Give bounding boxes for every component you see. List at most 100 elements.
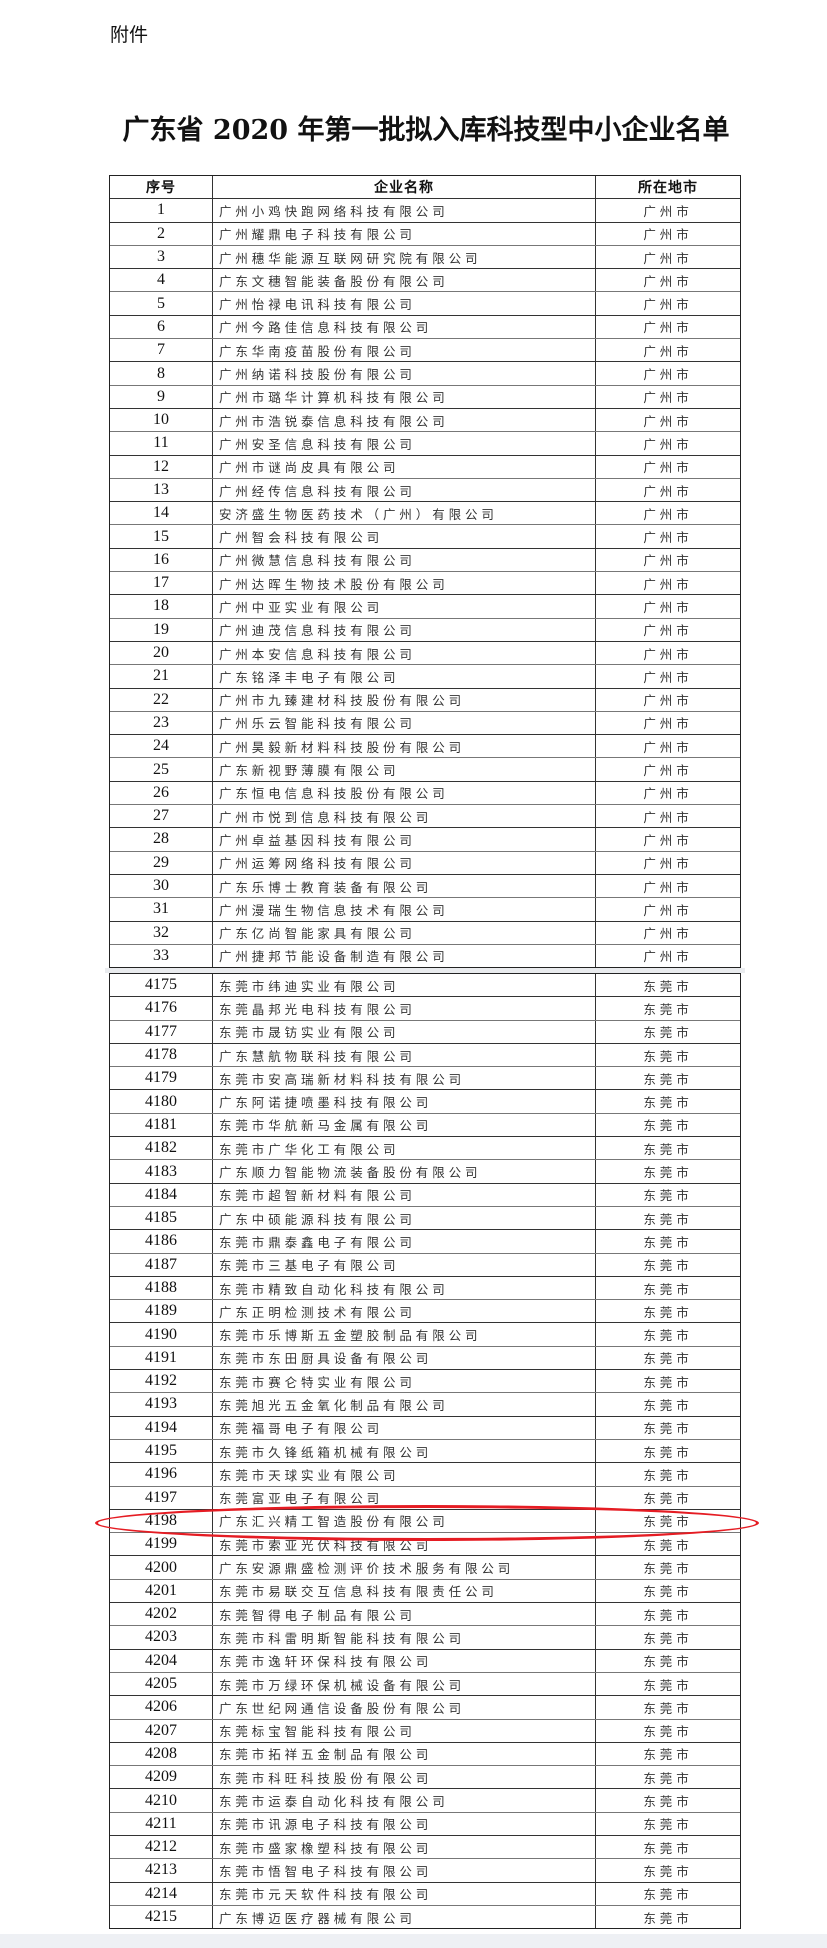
city: 东莞市	[643, 1397, 693, 1413]
city: 广州市	[643, 203, 693, 219]
row-number: 24	[110, 735, 213, 758]
row-number: 5	[110, 292, 213, 315]
row-number: 4188	[110, 1276, 213, 1300]
row-number: 4183	[110, 1160, 213, 1183]
table-row: 15 广州智会科技有限公司 广州市	[110, 525, 740, 549]
row-number: 13	[110, 478, 213, 502]
table-row: 4178 广东慧航物联科技有限公司 东莞市	[110, 1043, 740, 1068]
city: 广州市	[643, 716, 693, 732]
table-row: 13 广州经传信息科技有限公司 广州市	[110, 478, 740, 503]
company-name: 东莞市盛家橡塑科技有限公司	[213, 1835, 596, 1859]
row-number: 29	[110, 851, 213, 874]
company-name: 广东新视野薄膜有限公司	[213, 758, 596, 781]
table-row: 4183 广东顺力智能物流装备股份有限公司 东莞市	[110, 1160, 740, 1184]
row-number: 4208	[110, 1742, 213, 1766]
table-row: 24 广州昊毅新材料科技股份有限公司 广州市	[110, 735, 740, 759]
row-number: 4213	[110, 1859, 213, 1882]
table-row: 4194 东莞福哥电子有限公司 东莞市	[110, 1416, 740, 1440]
company-name: 广州卓益基因科技有限公司	[213, 828, 596, 851]
row-number: 17	[110, 572, 213, 595]
row-number: 3	[110, 245, 213, 269]
row-number: 18	[110, 595, 213, 618]
city: 广州市	[643, 926, 693, 942]
city: 东莞市	[643, 1118, 693, 1134]
city: 广州市	[643, 902, 693, 918]
company-name: 东莞市广华化工有限公司	[213, 1137, 596, 1160]
table-row: 4203 东莞市科雷明斯智能科技有限公司 东莞市	[110, 1626, 740, 1650]
row-number: 22	[110, 688, 213, 711]
table-row: 4209 东莞市科旺科技股份有限公司 东莞市	[110, 1766, 740, 1790]
row-number: 16	[110, 548, 213, 572]
table-row: 4197 东莞富亚电子有限公司 东莞市	[110, 1486, 740, 1510]
city: 东莞市	[643, 1654, 693, 1670]
table-row: 4213 东莞市悟智电子科技有限公司 东莞市	[110, 1859, 740, 1883]
table-row: 4190 东莞市乐博斯五金塑胶制品有限公司 东莞市	[110, 1323, 740, 1347]
company-name: 广州智会科技有限公司	[213, 525, 596, 548]
document-title: 广东省 2020 年第一批拟入库科技型中小企业名单	[122, 115, 730, 146]
city: 广州市	[643, 530, 693, 546]
row-number: 6	[110, 315, 213, 339]
company-name: 东莞旭光五金氧化制品有限公司	[213, 1393, 596, 1416]
city: 广州市	[643, 786, 693, 802]
row-number: 15	[110, 525, 213, 548]
table-row: 4175 东莞市纬迪实业有限公司 东莞市	[110, 974, 740, 998]
table-row: 4196 东莞市天球实业有限公司 东莞市	[110, 1463, 740, 1487]
city: 东莞市	[643, 1840, 693, 1856]
city: 广州市	[643, 436, 693, 452]
company-name: 东莞市科雷明斯智能科技有限公司	[213, 1626, 596, 1649]
row-number: 4176	[110, 997, 213, 1020]
table-row: 4205 东莞市万绿环保机械设备有限公司 东莞市	[110, 1672, 740, 1697]
company-name: 东莞福哥电子有限公司	[213, 1416, 596, 1439]
city: 广州市	[643, 623, 693, 639]
row-number: 4210	[110, 1789, 213, 1812]
city: 东莞市	[643, 1328, 693, 1344]
city: 广州市	[643, 273, 693, 289]
city: 广州市	[643, 856, 693, 872]
row-number: 4209	[110, 1766, 213, 1789]
company-name: 安济盛生物医药技术（广州）有限公司	[213, 502, 596, 525]
row-number: 4191	[110, 1346, 213, 1370]
table-row: 21 广东铭泽丰电子有限公司 广州市	[110, 665, 740, 689]
city: 东莞市	[643, 1514, 693, 1530]
city: 东莞市	[643, 1770, 693, 1786]
city: 广州市	[643, 949, 693, 965]
table-row: 4201 东莞市易联交互信息科技有限责任公司 东莞市	[110, 1579, 740, 1604]
table-row: 4214 东莞市元天软件科技有限公司 东莞市	[110, 1882, 740, 1906]
company-name: 东莞晶邦光电科技有限公司	[213, 997, 596, 1020]
company-name: 广州今路佳信息科技有限公司	[213, 315, 596, 339]
city: 东莞市	[643, 1234, 693, 1250]
city: 广州市	[643, 809, 693, 825]
company-name: 广州达晖生物技术股份有限公司	[213, 572, 596, 595]
city: 广州市	[643, 553, 693, 569]
table-row: 20 广州本安信息科技有限公司 广州市	[110, 641, 740, 666]
company-name: 广东阿诺捷喷墨科技有限公司	[213, 1090, 596, 1113]
company-name: 东莞市赛仑特实业有限公司	[213, 1370, 596, 1393]
header-city: 所在地市	[638, 180, 698, 197]
company-name: 广州市谜尚皮具有限公司	[213, 455, 596, 478]
table-row: 17 广州达晖生物技术股份有限公司 广州市	[110, 572, 740, 596]
table-row: 4206 广东世纪网通信设备股份有限公司 东莞市	[110, 1696, 740, 1720]
city: 东莞市	[643, 1537, 693, 1553]
row-number: 23	[110, 711, 213, 735]
row-number: 31	[110, 898, 213, 921]
company-name: 东莞市超智新材料有限公司	[213, 1183, 596, 1206]
company-name: 东莞市鼎泰鑫电子有限公司	[213, 1230, 596, 1253]
company-name: 东莞市东田厨具设备有限公司	[213, 1346, 596, 1370]
city: 广州市	[643, 297, 693, 313]
row-number: 4	[110, 269, 213, 292]
header-no: 序号	[110, 176, 213, 199]
table-row: 4198 广东汇兴精工智造股份有限公司 东莞市	[110, 1509, 740, 1534]
row-number: 30	[110, 874, 213, 898]
company-name: 东莞标宝智能科技有限公司	[213, 1719, 596, 1742]
company-name: 广州怡禄电讯科技有限公司	[213, 292, 596, 315]
city: 广州市	[643, 739, 693, 755]
city: 广州市	[643, 320, 693, 336]
company-name: 广州市九臻建材科技股份有限公司	[213, 688, 596, 711]
city: 广州市	[643, 693, 693, 709]
table-row: 4202 东莞智得电子制品有限公司 东莞市	[110, 1603, 740, 1627]
city: 东莞市	[643, 1724, 693, 1740]
table-row: 4180 广东阿诺捷喷墨科技有限公司 东莞市	[110, 1090, 740, 1114]
city: 东莞市	[643, 1467, 693, 1483]
company-name: 广东乐博士教育装备有限公司	[213, 874, 596, 898]
company-name: 广东文穗智能装备股份有限公司	[213, 269, 596, 292]
